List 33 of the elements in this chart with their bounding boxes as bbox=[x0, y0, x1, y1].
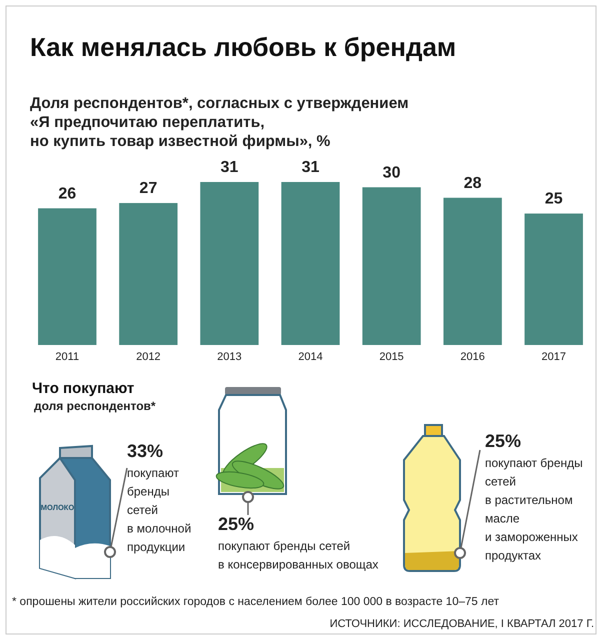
data-label: 31 bbox=[220, 159, 238, 176]
text: ИСТОЧНИКИ: ИССЛЕДОВАНИЕ, I КВАРТАЛ 2017 Г. bbox=[330, 618, 594, 630]
bar bbox=[281, 182, 340, 345]
data-label: 31 bbox=[302, 159, 320, 176]
text: Что покупают bbox=[32, 380, 134, 397]
x-tick-label: 2014 bbox=[298, 351, 323, 363]
x-tick-label: 2015 bbox=[379, 351, 404, 363]
x-tick-label: 2016 bbox=[460, 351, 485, 363]
x-tick-label: 2017 bbox=[542, 351, 566, 363]
data-label: 26 bbox=[58, 185, 76, 202]
x-tick-label: 2012 bbox=[136, 351, 161, 363]
x-tick-label: 2011 bbox=[55, 351, 80, 363]
bar bbox=[200, 182, 259, 345]
data-label: 30 bbox=[382, 164, 401, 182]
data-label: 25% bbox=[485, 431, 522, 451]
category-label: покупают бренды сетей в растительном масле и замороженных продуктах bbox=[485, 456, 583, 562]
text: * опрошены жители российских городов с населением более 100 000 в возрасте 10–75 лет bbox=[12, 596, 500, 608]
data-label: 33% bbox=[127, 441, 164, 461]
bar bbox=[362, 187, 421, 345]
data-label: 28 bbox=[464, 174, 482, 192]
chart-title: Как менялась любовь к брендам bbox=[30, 32, 456, 62]
category-label: покупают бренды сетей в консервированных овощах bbox=[218, 539, 378, 572]
data-label: 25 bbox=[544, 190, 563, 208]
text: доля респондентов* bbox=[34, 399, 156, 413]
data-label: 27 bbox=[139, 180, 158, 198]
bar bbox=[443, 198, 502, 345]
bar bbox=[38, 208, 96, 345]
data-label: 25% bbox=[218, 514, 254, 534]
category-label: покупают бренды сетей в молочной продукции bbox=[127, 466, 192, 554]
bar bbox=[524, 214, 583, 345]
chart-subtitle: Доля респондентов*, согласных с утверждением «Я предпочитаю переплатить, но купить товар известной фирмы», % bbox=[30, 95, 409, 150]
x-tick-label: 2013 bbox=[217, 351, 242, 363]
bar bbox=[119, 203, 178, 345]
